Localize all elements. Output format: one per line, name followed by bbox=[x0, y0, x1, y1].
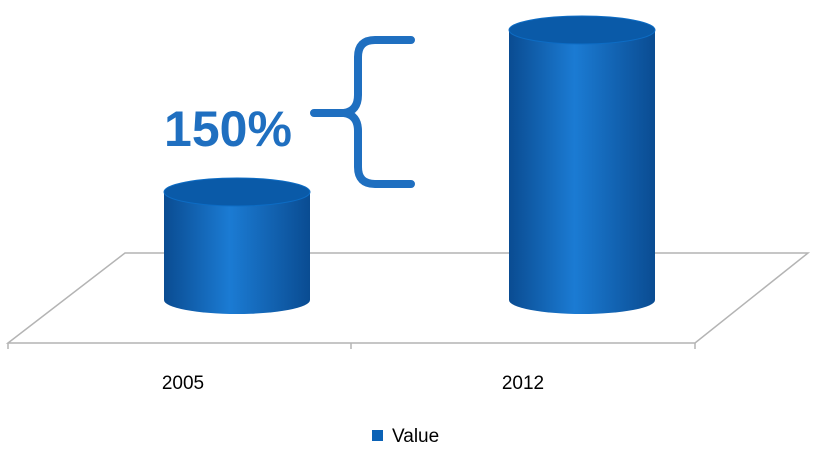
legend-label: Value bbox=[392, 426, 439, 447]
bar-top bbox=[163, 177, 311, 207]
bar-2012 bbox=[508, 15, 656, 314]
annotation-brace bbox=[310, 36, 415, 188]
legend-swatch bbox=[372, 430, 383, 441]
chart-floor bbox=[5, 252, 811, 344]
bar-top bbox=[508, 15, 656, 45]
annotation-label: 150% bbox=[164, 101, 292, 157]
bars-layer bbox=[163, 15, 656, 314]
bar-2005 bbox=[163, 177, 311, 314]
bar-body bbox=[164, 192, 310, 314]
bar-body bbox=[509, 30, 655, 314]
x-tick-label-2005: 2005 bbox=[162, 373, 204, 394]
x-tick-label-2012: 2012 bbox=[502, 373, 544, 394]
